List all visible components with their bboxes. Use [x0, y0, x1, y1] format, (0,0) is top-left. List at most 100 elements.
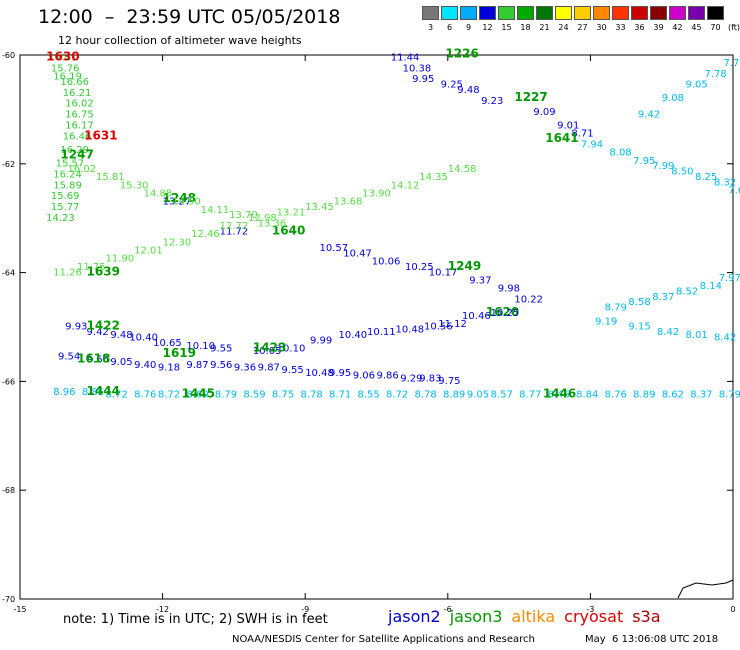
wave-height-label: 8.14	[700, 281, 722, 292]
wave-height-label: 10.40	[338, 330, 367, 341]
wave-height-label: 8.78	[300, 390, 322, 401]
wave-height-label: 13.70	[229, 210, 258, 221]
wave-height-label: 9.06	[353, 371, 375, 382]
color-scale-swatch	[707, 6, 724, 20]
wave-height-label: 9.75	[438, 376, 460, 387]
color-scale-label: 24	[558, 23, 569, 32]
wave-height-label: 9.09	[533, 107, 555, 118]
wave-height-label: 8.52	[676, 286, 698, 297]
x-tick-label: -3	[586, 605, 594, 614]
wave-height-label: 15.77	[51, 202, 80, 213]
wave-height-label: 8.55	[357, 390, 379, 401]
wave-height-label: 16.02	[68, 164, 97, 175]
wave-height-label: 8.08	[609, 148, 631, 159]
wave-height-label: 15.89	[53, 180, 82, 191]
wave-height-label: 14.41	[49, 52, 78, 63]
wave-height-label: 12.98	[248, 213, 277, 224]
color-scale-label: 12	[482, 23, 493, 32]
pass-time-label: 1444	[87, 384, 120, 398]
wave-height-label: 14.58	[448, 164, 477, 175]
color-scale-swatch	[574, 6, 591, 20]
wave-height-label: 16.46	[63, 131, 92, 142]
y-tick-label: -66	[2, 377, 15, 386]
wave-height-label: 10.22	[514, 295, 543, 306]
wave-height-label: 9.18	[158, 363, 180, 374]
wave-height-label: 16.02	[65, 99, 94, 110]
wave-height-label: 16.29	[60, 145, 89, 156]
pass-time-label: 1618	[77, 351, 110, 365]
color-scale-unit: (ft)	[727, 23, 740, 32]
color-scale-swatch	[441, 6, 458, 20]
y-tick-label: -60	[2, 51, 15, 60]
pass-time-label: 1446	[543, 387, 576, 401]
wave-height-label: 11.75	[77, 262, 106, 273]
wave-height-label: 8.71	[571, 129, 593, 140]
wave-height-label: 16.24	[53, 169, 82, 180]
wave-height-label: 10.10	[186, 341, 215, 352]
wave-height-label: 8.37	[690, 390, 712, 401]
color-scale-label: 42	[672, 23, 683, 32]
wave-height-label: 9.08	[662, 93, 684, 104]
wave-height-label: 8.50	[671, 167, 693, 178]
wave-height-label: 16.75	[65, 110, 94, 121]
wave-height-label: 8.76	[605, 390, 627, 401]
color-scale-swatch	[650, 6, 667, 20]
legend-entry-jason2: jason2	[388, 607, 441, 626]
color-scale-label: 39	[653, 23, 664, 32]
wave-height-label: 8.85	[82, 387, 104, 398]
wave-height-label: 8.79	[719, 390, 740, 401]
chart-title: 12:00 – 23:59 UTC 05/05/2018	[38, 6, 341, 28]
color-scale-label: 36	[634, 23, 645, 32]
wave-height-label: 8.75	[272, 390, 294, 401]
color-scale-swatch	[517, 6, 534, 20]
color-scale-swatch	[669, 6, 686, 20]
color-scale-label: 21	[539, 23, 550, 32]
wave-height-label: 8.37	[652, 292, 674, 303]
x-tick-label: -15	[13, 605, 26, 614]
wave-height-label: 9.01	[557, 120, 579, 131]
pass-time-label: 1248	[163, 191, 196, 205]
wave-height-label: 10.48	[305, 368, 334, 379]
wave-height-label: 12.01	[134, 246, 163, 257]
color-scale-label: 33	[615, 23, 626, 32]
wave-height-label: 15.57	[56, 159, 85, 170]
wave-height-label: 8.01	[685, 330, 707, 341]
wave-height-label: 9.60	[87, 354, 109, 365]
wave-height-label: 9.54	[58, 352, 80, 363]
wave-height-label: 12.46	[191, 229, 220, 240]
wave-height-label: 11.90	[106, 254, 135, 265]
wave-height-label: 15.30	[120, 180, 149, 191]
wave-height-label: 8.79	[215, 390, 237, 401]
wave-height-label: 7.72	[723, 58, 740, 69]
wave-height-label: 9.42	[87, 327, 109, 338]
x-tick-label: 0	[730, 605, 735, 614]
wave-height-label: 9.95	[329, 368, 351, 379]
color-scale-swatch	[593, 6, 610, 20]
pass-time-label: 1619	[163, 346, 196, 360]
color-scale-swatch	[612, 6, 629, 20]
wave-height-label: 8.69	[186, 390, 208, 401]
wave-height-label: 9.55	[210, 343, 232, 354]
plot-frame	[19, 54, 734, 600]
wave-height-label: 14.35	[419, 172, 448, 183]
wave-height-label: 10.06	[372, 256, 401, 267]
color-scale-swatch	[555, 6, 572, 20]
wave-height-label: 13.21	[277, 207, 306, 218]
color-scale-swatch	[688, 6, 705, 20]
wave-height-label: 11.72	[220, 227, 249, 238]
wave-height-label: 9.37	[469, 275, 491, 286]
legend-entry-altika: altika	[511, 607, 556, 626]
wave-height-label: 14.11	[201, 205, 230, 216]
wave-height-label: 10.56	[424, 322, 453, 333]
wave-height-label: 9.25	[441, 80, 463, 91]
wave-height-label: 7.69	[728, 186, 740, 197]
wave-height-label: 7.95	[633, 156, 655, 167]
wave-height-label: 8.42	[657, 327, 679, 338]
wave-height-label: 9.98	[498, 284, 520, 295]
wave-height-label: 9.42	[638, 110, 660, 121]
wave-height-label: 15.76	[51, 63, 80, 74]
wave-height-label: 10.25	[491, 308, 520, 319]
y-tick-label: -64	[2, 269, 15, 278]
satellite-legend: jason2 jason3 altika cryosat s3a	[388, 607, 670, 626]
